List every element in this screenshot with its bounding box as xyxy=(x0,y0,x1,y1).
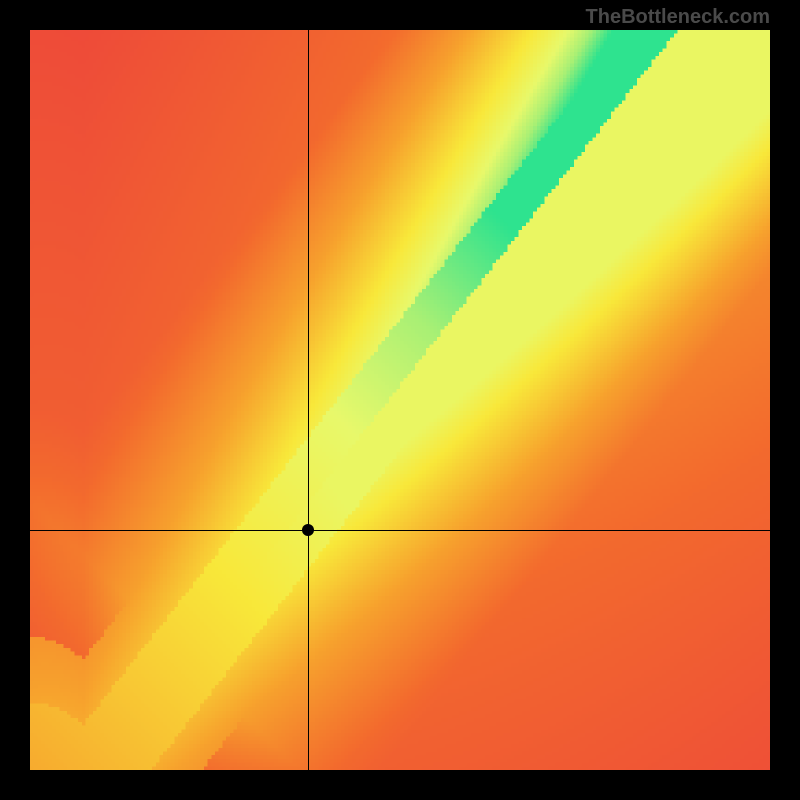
crosshair-vertical xyxy=(308,30,309,770)
plot-area xyxy=(30,30,770,770)
watermark-text: TheBottleneck.com xyxy=(586,6,770,29)
crosshair-marker xyxy=(302,524,314,536)
chart-container: TheBottleneck.com xyxy=(0,0,800,800)
heatmap-canvas xyxy=(30,30,770,770)
crosshair-horizontal xyxy=(30,530,770,531)
